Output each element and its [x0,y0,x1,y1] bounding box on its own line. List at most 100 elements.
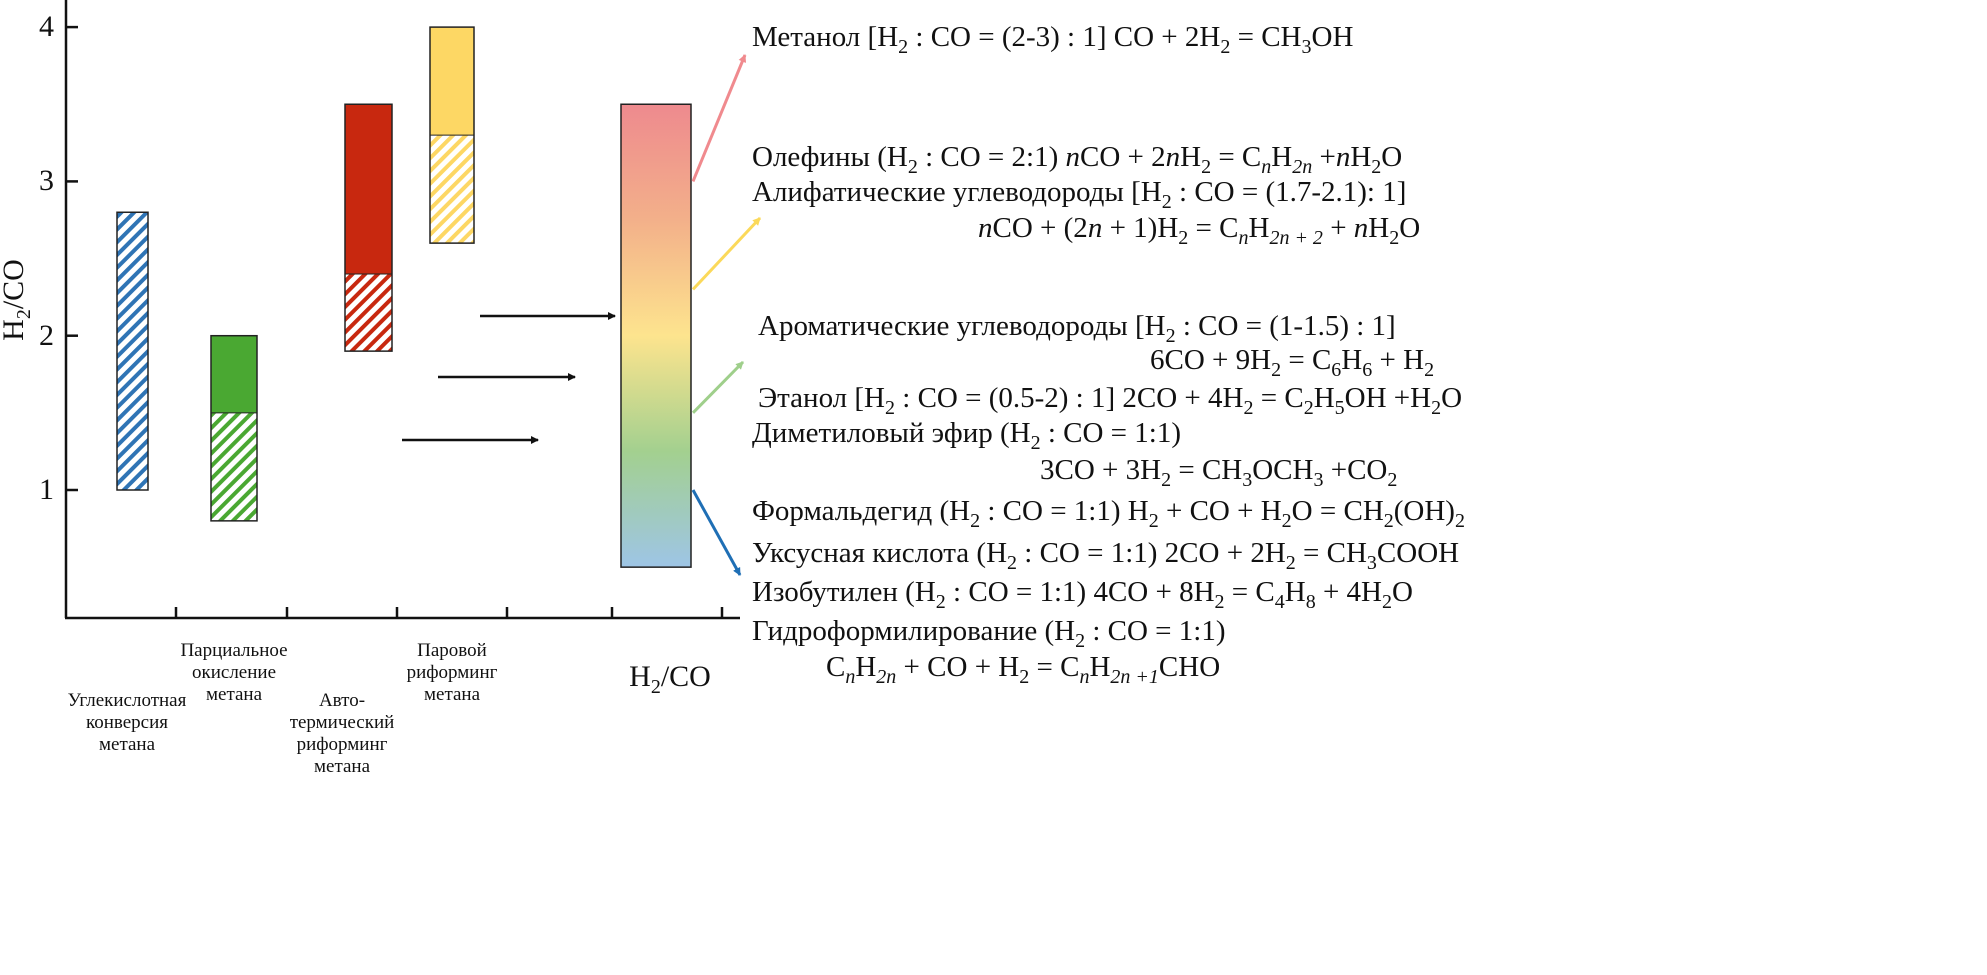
product-equation: 3CO + 3H2 = CH3OCH3 +CO2 [1040,453,1397,490]
equation-text: H [1271,141,1293,173]
equation-text: = C [1253,382,1304,414]
product-equation: Гидроформилирование (H2 : CO = 1:1) [752,614,1226,651]
subscript: 8 [1305,591,1316,613]
equation-text: H [1368,212,1390,244]
category-label-line: Авто- [318,690,366,711]
equation-text: n [1065,141,1080,173]
equation-text: n [1335,141,1351,173]
subscript: 2 [1019,666,1030,688]
subscript: 2 [1165,325,1176,347]
equation-text: H [1180,141,1202,173]
subscript: 2 [1243,397,1254,419]
product-equation: Метанол [H2 : CO = (2-3) : 1] CO + 2H2 =… [752,20,1353,57]
subscript: 2 [935,591,946,613]
equation-text: : CO = 1:1) [1085,615,1226,647]
equation-text: Уксусная кислота (H [752,537,1008,569]
equation-text: O [1399,212,1421,244]
label-h: H [629,660,651,693]
subscript: 6 [1331,359,1342,381]
equation-text: n [1165,141,1181,173]
equation-text: CO + (2 [992,212,1088,244]
subscript: 2 [1431,397,1442,419]
equation-text: = CH [1295,537,1367,569]
equation-text: H [855,651,877,683]
subscript: 4 [1274,591,1285,613]
equation-text: COOH [1376,537,1460,569]
subscript: 5 [1334,397,1345,419]
category-label-line: Паровой [417,640,487,661]
subscript: 2n + 2 [1269,227,1323,249]
subscript: 2 [1281,510,1292,532]
category-label-line: риформинг [406,662,498,683]
equation-text: = CH [1171,454,1243,486]
equation-text: n [978,212,993,244]
equation-text: H [1089,651,1111,683]
equation-text: : CO = 1:1) H [980,495,1149,527]
product-equation: 6CO + 9H2 = C6H6 + H2 [1150,343,1434,380]
subscript: 2 [1161,469,1172,491]
equation-text: = CH [1230,21,1302,53]
equation-text: + CO + H [1158,495,1282,527]
equation-text: + [1322,212,1354,244]
equation-text: H [1284,576,1306,608]
equation-text: Алифатические углеводороды [H [752,176,1162,208]
equation-text: Этанол [H [758,382,886,414]
subscript: 3 [1242,469,1253,491]
product-arrow [691,216,762,291]
bar-outline [116,211,149,491]
equation-text: = C [1188,212,1239,244]
subscript: 2 [907,156,918,178]
bars [116,26,692,568]
subscript: 2 [898,36,909,58]
arrows [402,54,762,576]
category-label: Парциальное окисление метана [154,640,314,706]
subscript: 2 [1201,156,1212,178]
product-equation: Уксусная кислота (H2 : CO = 1:1) 2CO + 2… [752,536,1460,573]
subscript: 2 [1424,359,1435,381]
subscript: 2n [876,666,897,688]
subscript: 3 [1301,36,1312,58]
subscript: 2 [1271,359,1282,381]
equation-text: O [1381,141,1403,173]
label-sub: 2 [650,676,661,698]
bar-hatched-segment [117,212,148,490]
equation-text: + [1312,141,1336,173]
y-label-co: /CO [0,259,30,310]
equation-text: H [1341,344,1363,376]
equation-text: H [1248,212,1270,244]
category-label-line: метана [423,684,481,705]
subscript: 2 [1075,630,1086,652]
subscript: 6 [1362,359,1373,381]
equation-text: 3CO + 3H [1040,454,1162,486]
product-arrow [691,54,747,182]
bar-hatched-segment [211,412,257,521]
equation-text: : CO = 1:1) 4CO + 8H [945,576,1215,608]
subscript: 2 [1214,591,1225,613]
bar-solid-segment [345,104,392,274]
subscript: 2 [1148,510,1159,532]
equation-text: = C [1281,344,1332,376]
subscript: 3 [1313,469,1324,491]
category-label: Авто-термический риформинг метана [262,690,422,778]
equation-text: = C [1211,141,1262,173]
category-label-line: метана [98,734,156,755]
equation-text: Ароматические углеводороды [H [758,310,1166,342]
subscript: n [845,666,856,688]
equation-text: CHO [1158,651,1221,683]
equation-text: C [826,651,846,683]
equation-text: : CO = (1-1.5) : 1] [1175,310,1396,342]
y-tick-label: 2 [39,318,54,352]
y-tick-label: 1 [39,473,54,506]
gradient-bar [620,103,692,568]
product-equation: CnH2n + CO + H2 = CnH2n +1CHO [826,650,1221,687]
category-label: Углекислотная конверсия метана [47,690,207,756]
subscript: 2 [1383,510,1394,532]
category-label-line: метана [313,756,371,777]
bar-solid-segment [211,335,257,413]
bar-solid-segment [430,27,474,136]
product-equation: Диметиловый эфир (H2 : CO = 1:1) [752,416,1181,453]
equation-text: Диметиловый эфир (H [752,417,1031,449]
axes [64,0,740,620]
equation-text: + 1)H [1102,212,1179,244]
